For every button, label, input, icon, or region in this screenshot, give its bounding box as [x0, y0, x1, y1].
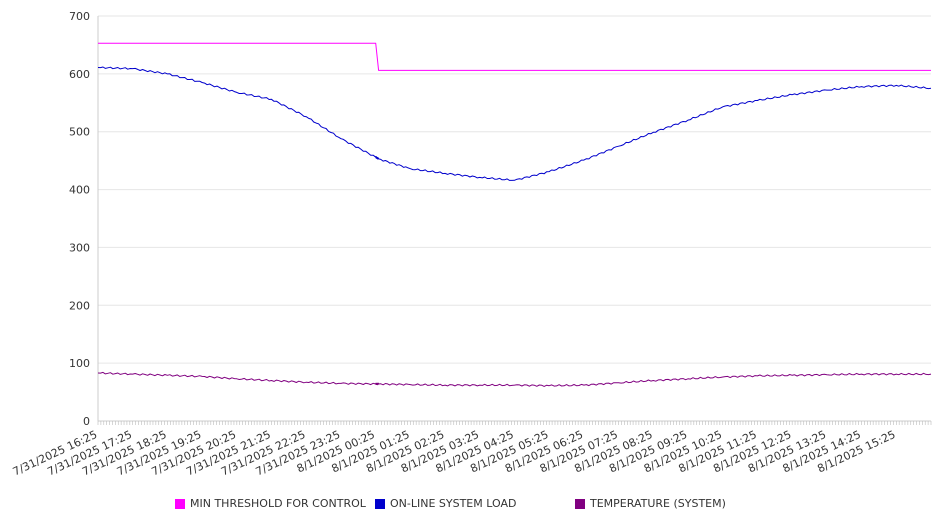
- legend-item-load[interactable]: ON-LINE SYSTEM LOAD: [375, 497, 516, 510]
- axes: [97, 16, 932, 425]
- legend-item-temperature[interactable]: TEMPERATURE (SYSTEM): [575, 497, 726, 510]
- series-lines: [97, 42, 932, 387]
- y-tick-label: 300: [69, 241, 90, 254]
- legend: MIN THRESHOLD FOR CONTROL ON-LINE SYSTEM…: [0, 497, 946, 515]
- legend-swatch-threshold: [175, 498, 185, 509]
- legend-label-load: ON-LINE SYSTEM LOAD: [390, 497, 517, 510]
- legend-item-threshold[interactable]: MIN THRESHOLD FOR CONTROL: [175, 497, 366, 510]
- y-axis-tick-labels: 0 100 200 300 400 500 600 700: [69, 10, 90, 428]
- y-tick-label: 500: [69, 126, 90, 139]
- y-tick-label: 400: [69, 184, 90, 197]
- x-axis-tick-labels: 7/31/2025 16:257/31/2025 17:257/31/2025 …: [11, 428, 898, 478]
- legend-label-temperature: TEMPERATURE (SYSTEM): [590, 497, 726, 510]
- legend-label-threshold: MIN THRESHOLD FOR CONTROL: [190, 497, 366, 510]
- y-tick-label: 600: [69, 68, 90, 81]
- legend-swatch-load: [375, 498, 385, 509]
- series-line-load: [97, 66, 932, 181]
- y-tick-label: 200: [69, 299, 90, 312]
- series-line-temperature: [97, 371, 932, 387]
- series-line-threshold: [98, 42, 931, 71]
- gridlines: [98, 15, 931, 364]
- legend-swatch-temperature: [575, 498, 585, 509]
- y-tick-label: 100: [69, 357, 90, 370]
- y-tick-label: 700: [69, 10, 90, 23]
- y-tick-label: 0: [83, 415, 90, 428]
